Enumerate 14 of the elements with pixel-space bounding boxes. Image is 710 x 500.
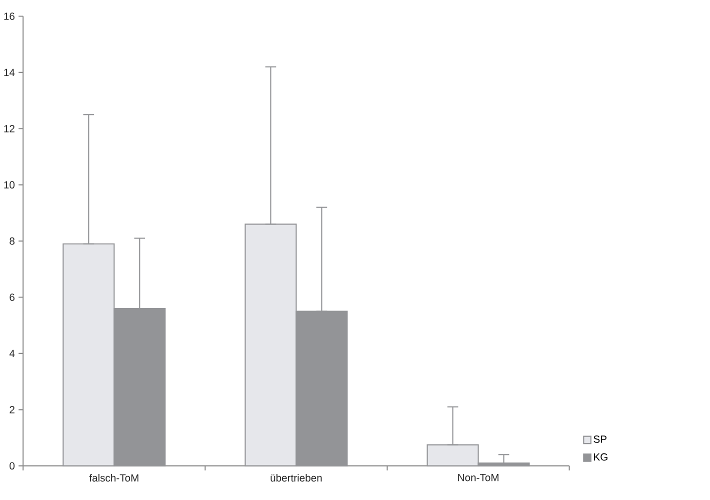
x-tick-label: falsch-ToM [89,474,138,482]
x-tick-label: übertrieben [270,474,322,482]
y-tick-label: 2 [10,406,14,414]
y-tick-label: 12 [4,124,14,132]
legend-label: SP [594,435,606,443]
x-tick-label: Non-ToM [458,474,498,482]
y-tick-label: 14 [4,68,15,76]
y-tick-label: 10 [4,181,15,188]
y-tick-label: 4 [9,350,15,357]
y-tick-label: 6 [10,294,14,301]
y-tick-label: 8 [10,237,15,245]
y-tick-label: 0 [10,462,15,470]
legend-label: KG [594,453,608,461]
y-tick-label: 16 [4,12,14,20]
